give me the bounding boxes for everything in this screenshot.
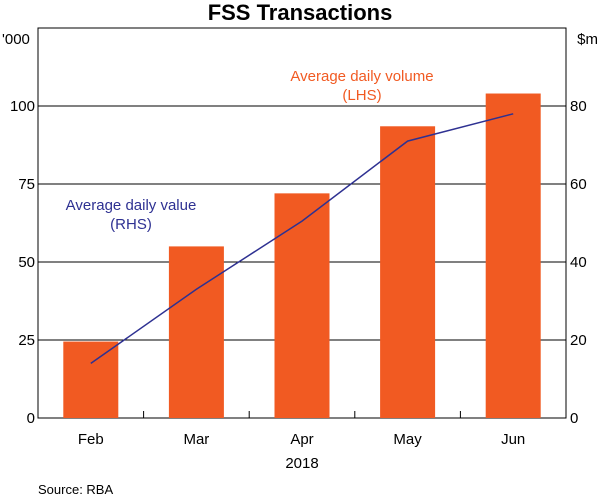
value-line-layer <box>90 113 514 365</box>
x-axis-ticks: Feb Mar Apr May Jun <box>78 411 525 448</box>
volume-bar <box>168 246 224 418</box>
right-axis-ticks: 0 20 40 60 80 <box>560 98 587 427</box>
chart-title: FSS Transactions <box>208 0 393 25</box>
right-tick-label: 60 <box>570 176 587 193</box>
volume-annotation: Average daily volume <box>290 68 433 85</box>
volume-bar <box>380 126 436 418</box>
value-annotation: Average daily value <box>66 197 197 214</box>
left-tick-label: 100 <box>10 98 35 115</box>
left-tick-label: 50 <box>18 254 35 271</box>
x-tick-label: Jun <box>501 431 525 448</box>
x-tick-label: Mar <box>183 431 209 448</box>
source-note: Source: RBA <box>38 482 113 497</box>
right-tick-label: 20 <box>570 332 587 349</box>
right-tick-label: 80 <box>570 98 587 115</box>
volume-bar <box>274 193 330 418</box>
right-tick-label: 0 <box>570 410 578 427</box>
left-tick-label: 75 <box>18 176 35 193</box>
right-tick-label: 40 <box>570 254 587 271</box>
volume-bar <box>63 341 119 418</box>
left-tick-label: 25 <box>18 332 35 349</box>
x-tick-label: May <box>393 431 422 448</box>
value-line <box>90 113 514 365</box>
x-axis-year: 2018 <box>285 455 318 472</box>
left-axis-unit: '000 <box>2 31 30 48</box>
right-axis-unit: $m <box>577 31 598 48</box>
left-axis-ticks: 0 25 50 75 100 <box>10 98 44 427</box>
x-tick-label: Feb <box>78 431 104 448</box>
x-tick-label: Apr <box>290 431 313 448</box>
left-tick-label: 0 <box>27 410 35 427</box>
volume-annotation-axis: (LHS) <box>342 87 381 104</box>
value-annotation-axis: (RHS) <box>110 216 152 233</box>
volume-bar <box>485 93 541 419</box>
bars <box>63 93 541 419</box>
